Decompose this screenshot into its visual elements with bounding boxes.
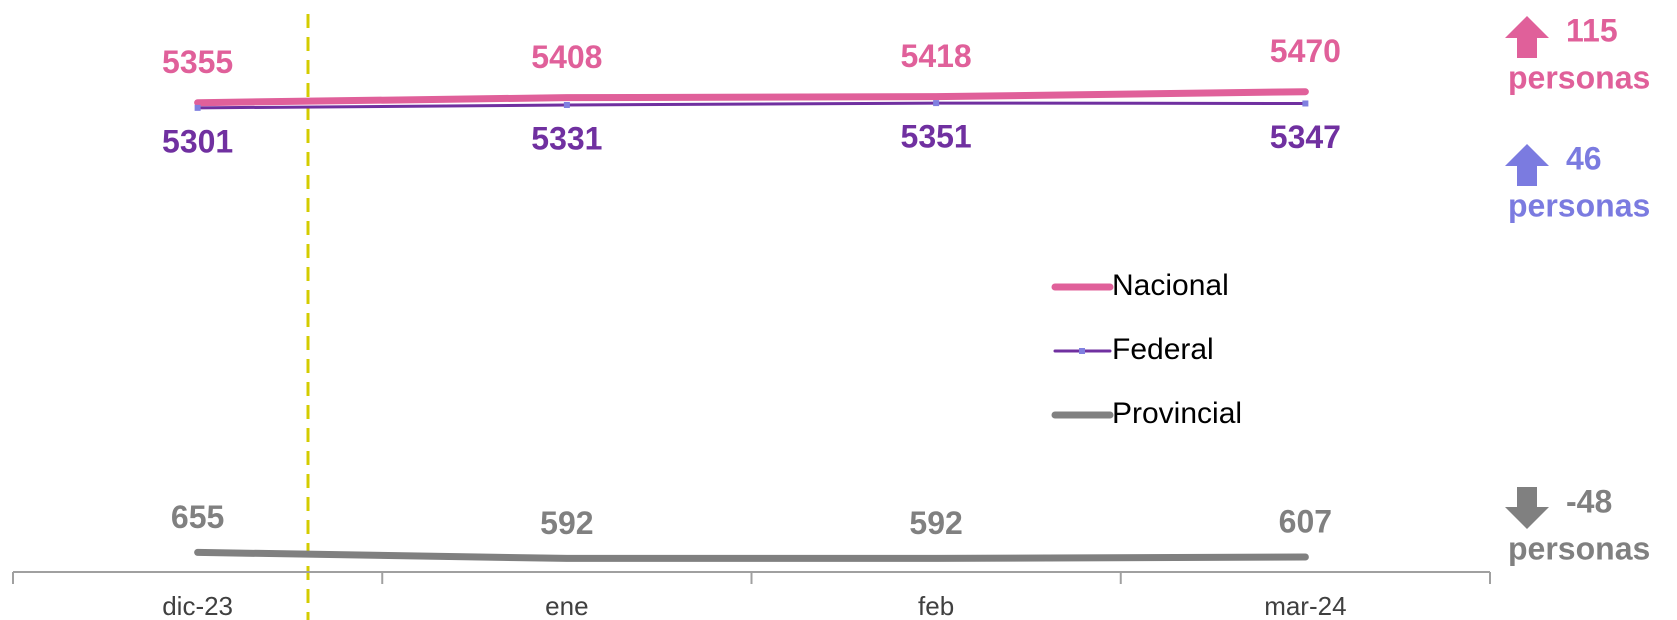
point: [194, 104, 201, 111]
annotation-text: personas: [1508, 59, 1650, 95]
x-tick-label: mar-24: [1264, 591, 1346, 620]
series-line: [196, 101, 1307, 110]
x-tick-label: feb: [918, 591, 954, 620]
data-label: 655: [171, 499, 224, 535]
legend-label: Nacional: [1112, 269, 1229, 302]
x-tick-label: ene: [545, 591, 588, 620]
annotation-value: 115: [1566, 12, 1618, 48]
x-tick-label: dic-23: [162, 591, 233, 620]
data-label: 5331: [531, 120, 602, 156]
data-label: 5301: [162, 123, 233, 159]
point: [933, 100, 940, 107]
series-line: [194, 88, 1309, 107]
data-label: 5470: [1270, 33, 1341, 69]
data-label: 5355: [162, 44, 233, 80]
legend-marker: [1079, 348, 1085, 354]
annotation-value: -48: [1566, 483, 1612, 519]
arrow: [1505, 144, 1549, 186]
data-label: 607: [1279, 503, 1332, 539]
arrow: [1505, 487, 1549, 529]
series-line: [194, 548, 1309, 562]
data-label: 5351: [901, 119, 972, 155]
data-label: 592: [540, 505, 593, 541]
legend-label: Provincial: [1112, 397, 1242, 430]
arrow: [1505, 16, 1549, 58]
annotation-value: 46: [1566, 140, 1602, 176]
data-label: 5408: [531, 39, 602, 75]
point: [563, 102, 570, 109]
data-label: 5418: [901, 38, 972, 74]
point: [1302, 100, 1309, 107]
data-label: 5347: [1270, 119, 1341, 155]
annotation-text: personas: [1508, 187, 1650, 223]
data-label: 592: [909, 505, 962, 541]
annotation-text: personas: [1508, 530, 1650, 566]
legend-label: Federal: [1112, 333, 1214, 366]
